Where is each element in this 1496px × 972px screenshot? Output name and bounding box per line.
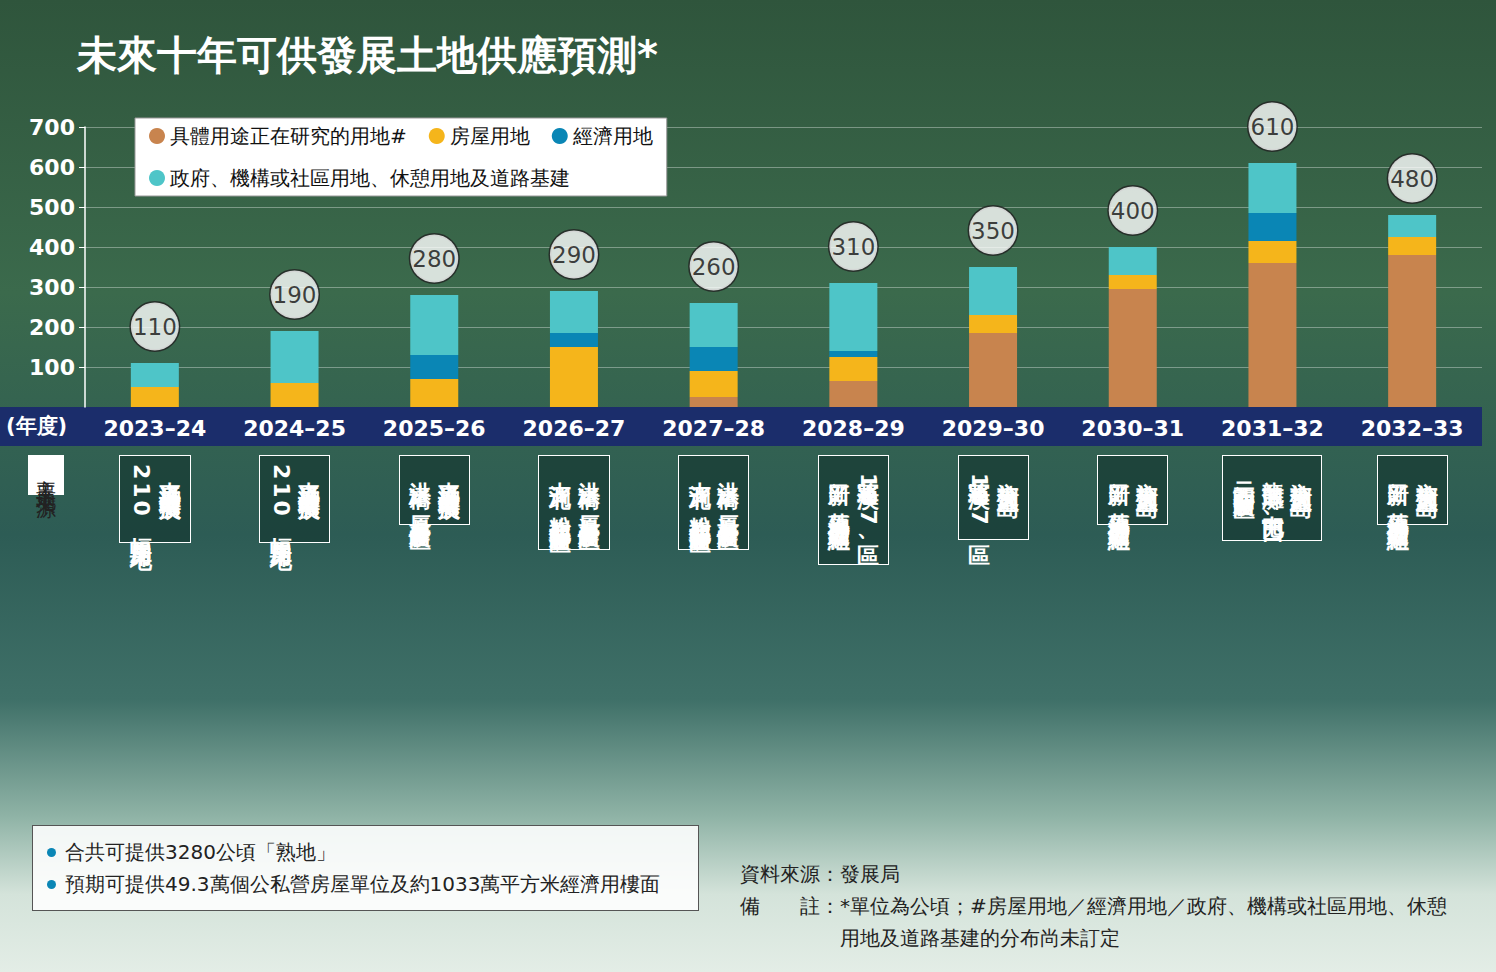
html-text:210幅房屋用地: 210幅房屋用地 xyxy=(128,464,154,534)
html-text:(年度): (年度) xyxy=(6,414,68,438)
html-text:古洞北／粉嶺北新發展區: 古洞北／粉嶺北新發展區 xyxy=(548,464,573,519)
html-text:洪水橋／厦村新發展區: 洪水橋／厦村新發展區 xyxy=(408,464,434,516)
html-text:新田／落馬洲發展樞紐: 新田／落馬洲發展樞紐 xyxy=(827,464,853,516)
html-text:交椅洲人工島、: 交椅洲人工島、 xyxy=(1414,464,1440,507)
svg-text:260: 260 xyxy=(692,254,736,280)
html-text:合共可提供3280公頃「熟地」: 合共可提供3280公頃「熟地」 xyxy=(65,840,336,864)
svg-text:500: 500 xyxy=(29,195,75,220)
html-text:主要土地來源: 主要土地來源 xyxy=(34,463,58,487)
svg-text:200: 200 xyxy=(29,315,75,340)
svg-text:2027–28: 2027–28 xyxy=(662,416,765,441)
svg-text:110: 110 xyxy=(133,314,177,340)
svg-text:700: 700 xyxy=(29,115,75,140)
html-text:將軍澳137區: 將軍澳137區 xyxy=(967,464,993,531)
svg-text:2023–24: 2023–24 xyxy=(103,416,206,441)
svg-text:2026–27: 2026–27 xyxy=(523,416,626,441)
svg-text:350: 350 xyxy=(971,218,1015,244)
html-text:資料來源：發展局: 資料來源：發展局 xyxy=(740,862,900,886)
svg-text:2030–31: 2030–31 xyxy=(1081,416,1184,441)
html-text:交椅洲人工島、: 交椅洲人工島、 xyxy=(1289,464,1315,507)
svg-text:300: 300 xyxy=(29,275,75,300)
html-text:新田／落馬洲發展樞紐: 新田／落馬洲發展樞紐 xyxy=(1106,464,1132,516)
html-text:新田／落馬洲發展樞紐: 新田／落馬洲發展樞紐 xyxy=(1386,464,1412,516)
svg-text:2024–25: 2024–25 xyxy=(243,416,346,441)
html-text:將軍澳137區、: 將軍澳137區、 xyxy=(856,464,881,556)
svg-text:400: 400 xyxy=(1111,198,1155,224)
svg-text:2032–33: 2032–33 xyxy=(1361,416,1464,441)
html-text:古洞北／粉嶺北新發展區: 古洞北／粉嶺北新發展區 xyxy=(687,464,713,519)
svg-text:310: 310 xyxy=(831,234,875,260)
svg-text:600: 600 xyxy=(29,155,75,180)
svg-text:190: 190 xyxy=(273,282,317,308)
html-text:東涌新市鎮擴展、: 東涌新市鎮擴展、 xyxy=(157,464,183,510)
svg-text:280: 280 xyxy=(412,246,456,272)
svg-text:610: 610 xyxy=(1250,114,1294,140)
html-text:預期可提供49.3萬個公私營房屋單位及約1033萬平方米經濟: 預期可提供49.3萬個公私營房屋單位及約1033萬平方米經濟用樓面 xyxy=(65,872,661,896)
svg-text:房屋用地: 房屋用地 xyxy=(450,124,530,148)
html-text:洪水橋／厦村新發展區、: 洪水橋／厦村新發展區、 xyxy=(576,464,602,541)
html-text:龍鼓灘／屯門西、: 龍鼓灘／屯門西、 xyxy=(1260,464,1286,532)
svg-text:100: 100 xyxy=(29,355,75,380)
html-text:洪水橋／厦村新發展區、: 洪水橋／厦村新發展區、 xyxy=(716,464,742,541)
svg-text:政府、機構或社區用地、休憩用地及道路基建: 政府、機構或社區用地、休憩用地及道路基建 xyxy=(170,166,570,190)
svg-text:480: 480 xyxy=(1390,166,1434,192)
html-text:備 註：*單位為公頃；#房屋用地／經濟用地／政府、機構或社區: 備 註：*單位為公頃；#房屋用地／經濟用地／政府、機構或社區用地、休憩用地及道路… xyxy=(740,894,1447,950)
svg-text:經濟用地: 經濟用地 xyxy=(572,124,653,148)
svg-text:具體用途正在研究的用地#: 具體用途正在研究的用地# xyxy=(170,124,407,148)
html-text:210幅房屋用地: 210幅房屋用地 xyxy=(268,464,294,534)
html-text:東涌新市鎮擴展、: 東涌新市鎮擴展、 xyxy=(297,464,323,510)
html-text:交椅洲人工島、: 交椅洲人工島、 xyxy=(1135,464,1161,507)
svg-text:2031–32: 2031–32 xyxy=(1221,416,1324,441)
html-text:元朗南新發展區: 元朗南新發展區 xyxy=(1232,464,1257,485)
svg-text:2029–30: 2029–30 xyxy=(942,416,1045,441)
svg-text:2028–29: 2028–29 xyxy=(802,416,905,441)
svg-text:2025–26: 2025–26 xyxy=(383,416,486,441)
svg-text:400: 400 xyxy=(29,235,75,260)
html-text:交椅洲人工島、: 交椅洲人工島、 xyxy=(995,464,1021,507)
svg-text:290: 290 xyxy=(552,242,596,268)
html-text:東涌新市鎮擴展、: 東涌新市鎮擴展、 xyxy=(436,464,462,510)
svg-text:未來十年可供發展土地供應預測*: 未來十年可供發展土地供應預測* xyxy=(76,32,658,78)
